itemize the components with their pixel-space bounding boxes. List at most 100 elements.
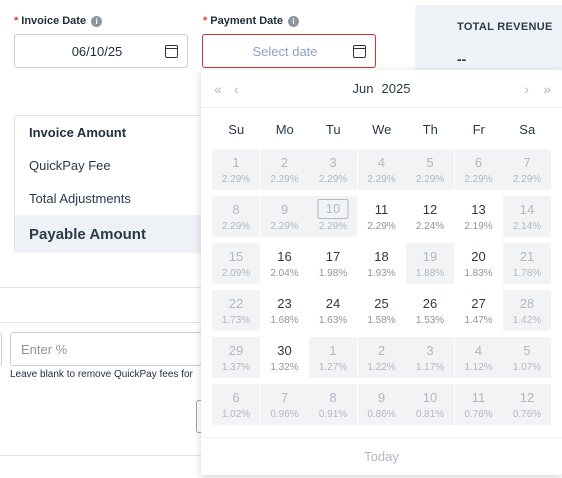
day-fee-rate: 1.22% [367,362,396,373]
calendar-day[interactable]: 26 1.53% [406,290,454,331]
day-number: 7 [280,390,289,405]
calendar-day: 6 2.29% [454,149,503,190]
day-fee-rate: 0.96% [270,409,299,420]
prev-year-button[interactable]: « [214,81,222,97]
day-number: 10 [317,199,349,219]
day-number: 7 [523,155,531,170]
day-fee-rate: 0.76% [512,409,542,420]
invoice-date-input[interactable]: 06/10/25 [14,34,188,68]
day-fee-rate: 1.47% [464,315,493,326]
day-fee-rate: 1.42% [512,315,542,326]
calendar-day[interactable]: 30 1.32% [261,337,309,378]
day-number: 11 [374,202,389,217]
day-fee-rate: 2.29% [367,221,396,232]
calendar-day: 21 1.78% [503,243,551,284]
calendar-day[interactable]: 25 1.58% [358,290,406,331]
weekday-label: Tu [325,122,341,137]
day-number: 3 [426,343,434,358]
percent-type-select[interactable] [0,332,2,366]
payment-summary: Invoice Amount QuickPay Fee Total Adjust… [14,115,204,253]
year-select[interactable]: 2025 [381,81,411,96]
calendar-day[interactable]: 11 2.29% [358,196,406,237]
day-fee-rate: 0.86% [367,409,396,420]
percent-input-placeholder: Enter % [21,341,68,357]
total-revenue-value: -- [457,51,467,67]
payable-amount-label: Payable Amount [15,215,204,253]
day-fee-rate: 0.81% [415,409,445,420]
divider [0,455,201,456]
day-fee-rate: 1.78% [512,268,542,279]
calendar-header: « ‹ Jun 2025 › » [201,70,562,108]
today-button[interactable]: Today [201,437,562,475]
day-fee-rate: 1.02% [221,409,251,420]
day-number: 14 [519,202,535,217]
weekday-header: Su Mo Tu We Th Fr Sa [212,122,552,137]
calendar-day[interactable]: 24 1.63% [309,290,357,331]
invoice-date-label-text: Invoice Date [21,15,87,27]
day-fee-rate: 2.19% [464,221,493,232]
day-fee-rate: 2.09% [221,268,251,279]
next-month-button[interactable]: › [524,81,529,97]
payment-date-label: * Payment Date i [203,15,300,27]
weekday-label: Su [228,122,245,137]
prev-month-button[interactable]: ‹ [234,81,239,97]
day-fee-rate: 1.58% [367,315,396,326]
quickpay-percent-input[interactable]: Enter % [10,332,202,366]
day-number: 22 [228,296,244,311]
next-year-button[interactable]: » [543,81,551,97]
day-number: 6 [474,155,483,170]
info-icon[interactable]: i [91,15,103,27]
day-number: 15 [228,249,244,264]
calendar-day[interactable]: 12 2.24% [406,196,454,237]
info-icon[interactable]: i [288,15,300,27]
calendar-day: 5 2.29% [406,149,454,190]
calendar-day: 3 2.29% [309,149,357,190]
day-number: 18 [374,249,389,264]
day-number: 4 [474,343,483,358]
day-fee-rate: 1.37% [221,362,251,373]
calendar-day: 1 2.29% [212,149,260,190]
day-fee-rate: 1.17% [415,362,445,373]
day-fee-rate: 1.88% [415,268,445,279]
calendar-day[interactable]: 18 1.93% [358,243,406,284]
calendar-day: 15 2.09% [212,243,260,284]
calendar-day[interactable]: 23 1.68% [261,290,309,331]
weekday-label: Sa [519,122,536,137]
calendar-day: 7 2.29% [503,149,551,190]
day-fee-rate: 2.29% [221,174,251,185]
calendar-day: 6 1.02% [212,384,260,425]
calendar-day[interactable]: 17 1.98% [309,243,357,284]
calendar-day[interactable]: 20 1.83% [455,243,503,284]
day-fee-rate: 2.29% [464,174,493,185]
calendar-day[interactable]: 27 1.47% [455,290,503,331]
day-number: 30 [277,343,292,358]
payment-date-input[interactable]: Select date [202,34,376,68]
calendar-day: 5 1.07% [503,337,551,378]
day-number: 13 [471,202,486,217]
month-select[interactable]: Jun [352,81,374,96]
day-number: 25 [374,296,389,311]
day-number: 24 [325,296,341,311]
calendar-day: 10 0.81% [406,384,454,425]
weekday-label: Fr [472,122,485,137]
calendar-icon[interactable] [165,44,178,58]
calendar-day: 22 1.73% [212,290,260,331]
calendar-day: 2 2.29% [260,149,309,190]
day-number: 5 [426,155,434,170]
calendar-day: 10 2.29% [309,196,357,237]
day-number: 17 [325,249,341,264]
day-fee-rate: 1.83% [464,268,493,279]
calendar-day[interactable]: 16 2.04% [261,243,309,284]
day-number: 8 [329,390,337,405]
day-fee-rate: 1.93% [367,268,396,279]
calendar-icon[interactable] [353,44,366,58]
divider [0,287,201,288]
calendar-day: 12 0.76% [503,384,551,425]
day-fee-rate: 1.68% [270,315,299,326]
calendar-day[interactable]: 13 2.19% [455,196,503,237]
day-number: 6 [232,390,240,405]
payment-date-label-text: Payment Date [210,15,284,27]
invoice-date-label: * Invoice Date i [14,15,103,27]
day-number: 19 [422,249,438,264]
required-marker: * [203,15,208,27]
